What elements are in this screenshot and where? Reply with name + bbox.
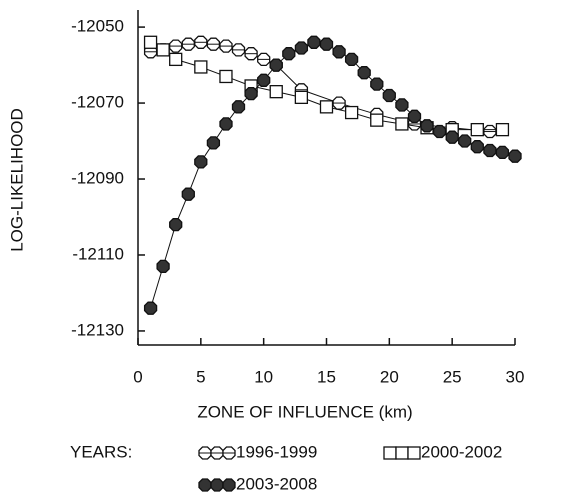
data-point <box>470 122 484 137</box>
data-point <box>169 217 183 232</box>
data-point <box>420 119 434 133</box>
y-tick-label: -12130 <box>71 320 124 339</box>
y-tick-label: -12110 <box>72 244 124 263</box>
data-point <box>156 43 170 57</box>
x-axis-label: ZONE OF INFLUENCE (km) <box>197 402 412 421</box>
series-line <box>150 41 516 309</box>
x-tick-label: 30 <box>506 367 525 386</box>
x-tick-label: 20 <box>380 367 399 386</box>
data-point <box>332 45 346 59</box>
y-tick-label: -12070 <box>71 93 124 112</box>
data-point <box>181 187 195 201</box>
legend-marker <box>395 446 409 460</box>
data-point <box>231 100 246 114</box>
legend-marker <box>407 446 421 460</box>
data-point <box>344 52 359 67</box>
series-line <box>150 41 503 131</box>
data-point <box>344 105 359 120</box>
x-tick-label: 25 <box>443 367 462 386</box>
data-point <box>244 86 258 101</box>
legend-label: 2003-2008 <box>236 474 317 492</box>
data-point <box>307 35 321 49</box>
data-point <box>219 117 233 131</box>
data-point <box>458 134 472 148</box>
data-point <box>470 140 484 154</box>
y-tick-label: -12050 <box>71 17 124 36</box>
x-tick-label: 5 <box>196 367 205 386</box>
data-point <box>407 109 422 124</box>
data-point <box>294 41 309 55</box>
y-axis-label: LOG-LIKELIHOOD <box>7 108 26 252</box>
data-point <box>319 37 334 51</box>
data-point <box>508 149 522 163</box>
data-point <box>432 124 447 139</box>
data-point <box>194 155 208 169</box>
data-point <box>370 77 384 91</box>
data-point <box>257 73 271 87</box>
data-point <box>269 58 283 72</box>
data-point <box>495 145 510 160</box>
series-line <box>150 41 490 133</box>
x-tick-label: 15 <box>317 367 336 386</box>
data-point <box>445 130 459 144</box>
legend-marker <box>198 478 212 492</box>
data-point <box>194 60 208 74</box>
data-point <box>382 88 396 103</box>
data-point <box>269 85 283 99</box>
data-point <box>143 35 158 49</box>
data-point <box>219 69 233 84</box>
data-point <box>483 143 497 158</box>
data-point <box>319 100 334 114</box>
data-point <box>395 98 409 112</box>
data-point <box>169 52 183 67</box>
legend-title: YEARS: <box>70 442 132 461</box>
data-point <box>282 47 296 61</box>
data-point <box>370 113 384 127</box>
legend-label: 1996-1999 <box>236 442 317 461</box>
data-point <box>143 301 158 315</box>
data-point <box>357 66 371 80</box>
legend-label: 2000-2002 <box>421 442 502 461</box>
x-tick-label: 0 <box>133 367 142 386</box>
x-tick-label: 10 <box>254 367 273 386</box>
data-point <box>156 259 170 274</box>
y-tick-label: -12090 <box>71 169 124 188</box>
data-point <box>206 136 221 150</box>
legend-marker <box>383 446 397 460</box>
legend-marker <box>222 478 236 492</box>
data-point <box>495 122 510 137</box>
legend-marker <box>210 478 224 492</box>
data-point <box>395 117 409 131</box>
data-point <box>294 90 309 105</box>
